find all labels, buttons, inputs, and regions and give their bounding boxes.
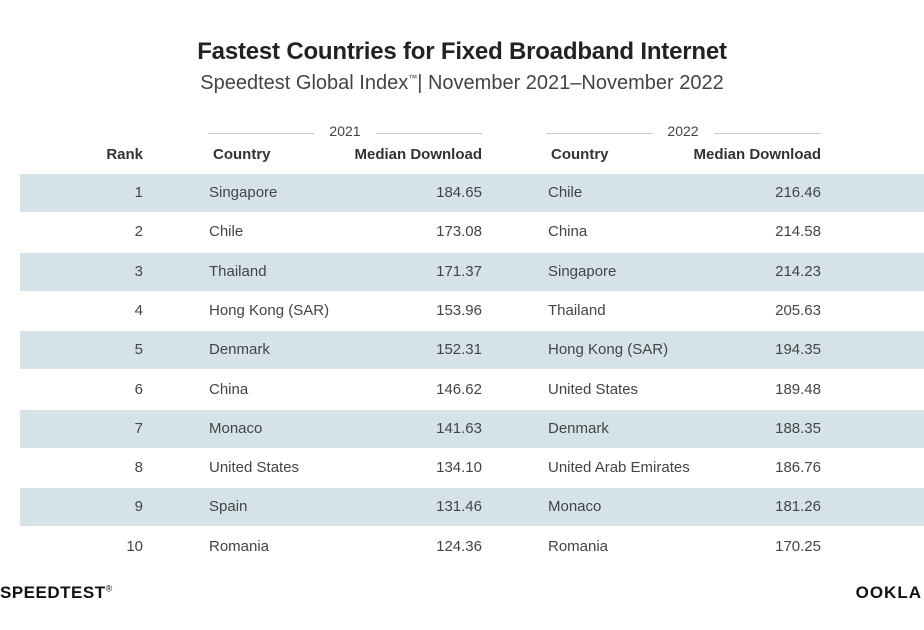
table-row: 9 Spain 131.46 Monaco 181.26 bbox=[20, 488, 924, 526]
rank-cell: 10 bbox=[126, 538, 143, 555]
country-2021-cell: Monaco bbox=[209, 420, 263, 437]
country-2021-cell: Hong Kong (SAR) bbox=[209, 302, 330, 319]
country-2021-cell: Chile bbox=[209, 223, 244, 240]
download-2022-cell: 214.23 bbox=[775, 263, 821, 280]
download-2022-cell: 205.63 bbox=[775, 302, 821, 319]
table-row: 2 Chile 173.08 China 214.58 bbox=[20, 213, 924, 251]
download-2021-cell: 141.63 bbox=[436, 420, 482, 437]
year-divider-right bbox=[376, 133, 482, 134]
header-download-2022: Median Download bbox=[693, 146, 822, 163]
year-header-2021: 2021 bbox=[208, 123, 482, 143]
download-2021-cell: 131.46 bbox=[436, 498, 482, 515]
country-2022-cell: United States bbox=[548, 381, 639, 398]
table-row: 4 Hong Kong (SAR) 153.96 Thailand 205.63 bbox=[20, 292, 924, 330]
country-2022-cell: China bbox=[548, 223, 588, 240]
speedtest-logo: SPEEDTEST® bbox=[0, 583, 113, 603]
download-2021-cell: 171.37 bbox=[436, 263, 482, 280]
country-2022-cell: Romania bbox=[548, 538, 609, 555]
table-row: 10 Romania 124.36 Romania 170.25 bbox=[20, 528, 924, 566]
table-row: 6 China 146.62 United States 189.48 bbox=[20, 371, 924, 409]
country-2022-cell: Singapore bbox=[548, 263, 617, 280]
header-download-2021: Median Download bbox=[354, 146, 483, 163]
download-2021-cell: 153.96 bbox=[436, 302, 482, 319]
chart-subtitle: Speedtest Global Index™| November 2021–N… bbox=[0, 72, 924, 95]
rank-cell: 4 bbox=[134, 302, 143, 319]
speedtest-logo-text: SPEEDTEST bbox=[0, 583, 106, 602]
year-header-2022: 2022 bbox=[546, 123, 821, 143]
rank-cell: 7 bbox=[134, 420, 143, 437]
header-country-2022: Country bbox=[551, 146, 609, 163]
download-2022-cell: 181.26 bbox=[775, 498, 821, 515]
rank-cell: 5 bbox=[134, 341, 143, 358]
country-2022-cell: Thailand bbox=[548, 302, 606, 319]
table-row: 1 Singapore 184.65 Chile 216.46 bbox=[20, 174, 924, 212]
year-divider-right bbox=[714, 133, 821, 134]
header-rank: Rank bbox=[106, 146, 143, 163]
download-2022-cell: 188.35 bbox=[775, 420, 821, 437]
country-2021-cell: Denmark bbox=[209, 341, 270, 358]
rank-cell: 9 bbox=[134, 498, 143, 515]
download-2022-cell: 194.35 bbox=[775, 341, 821, 358]
download-2021-cell: 124.36 bbox=[436, 538, 482, 555]
country-2021-cell: Romania bbox=[209, 538, 270, 555]
rank-cell: 2 bbox=[134, 223, 143, 240]
rank-cell: 6 bbox=[134, 381, 143, 398]
trademark-mark: ™ bbox=[408, 73, 418, 83]
country-2021-cell: Singapore bbox=[209, 184, 278, 201]
country-2022-cell: Hong Kong (SAR) bbox=[548, 341, 669, 358]
table-row: 8 United States 134.10 United Arab Emirates… bbox=[20, 449, 924, 487]
country-2022-cell: Denmark bbox=[548, 420, 609, 437]
subtitle-text: Speedtest Global Index bbox=[200, 72, 409, 94]
country-2021-cell: United States bbox=[209, 459, 300, 476]
download-2022-cell: 214.58 bbox=[775, 223, 821, 240]
country-2022-cell: Monaco bbox=[548, 498, 602, 515]
country-2021-cell: China bbox=[209, 381, 249, 398]
ookla-logo: OOKLA bbox=[855, 583, 922, 602]
download-2021-cell: 146.62 bbox=[436, 381, 482, 398]
download-2022-cell: 186.76 bbox=[775, 459, 821, 476]
header-country-2021: Country bbox=[213, 146, 271, 163]
download-2021-cell: 173.08 bbox=[436, 223, 482, 240]
year-divider-left bbox=[208, 133, 314, 134]
country-2021-cell: Spain bbox=[209, 498, 248, 515]
chart-title: Fastest Countries for Fixed Broadband In… bbox=[197, 38, 727, 65]
download-2022-cell: 170.25 bbox=[775, 538, 821, 555]
rank-cell: 8 bbox=[134, 459, 143, 476]
country-2022-cell: Chile bbox=[548, 184, 583, 201]
year-label-2021: 2021 bbox=[329, 123, 361, 139]
table-row: 5 Denmark 152.31 Hong Kong (SAR) 194.35 bbox=[20, 331, 924, 369]
download-2021-cell: 134.10 bbox=[436, 459, 482, 476]
year-label-2022: 2022 bbox=[667, 123, 699, 139]
registered-mark: ® bbox=[105, 583, 113, 594]
rank-cell: 1 bbox=[134, 184, 143, 201]
download-2021-cell: 184.65 bbox=[436, 184, 482, 201]
table-row: 3 Thailand 171.37 Singapore 214.23 bbox=[20, 253, 924, 291]
country-2021-cell: Thailand bbox=[209, 263, 267, 280]
download-2022-cell: 189.48 bbox=[775, 381, 821, 398]
subtitle-range: | November 2021–November 2022 bbox=[417, 72, 724, 94]
table-row: 7 Monaco 141.63 Denmark 188.35 bbox=[20, 410, 924, 448]
year-divider-left bbox=[546, 133, 653, 134]
rank-cell: 3 bbox=[134, 263, 143, 280]
country-2022-cell: United Arab Emirates bbox=[548, 459, 690, 476]
download-2022-cell: 216.46 bbox=[775, 184, 821, 201]
download-2021-cell: 152.31 bbox=[436, 341, 482, 358]
